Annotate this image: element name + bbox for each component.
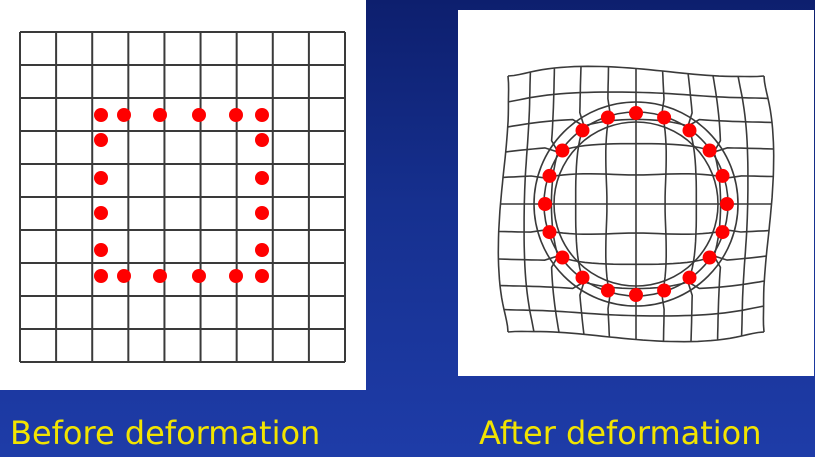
marker-dot bbox=[601, 284, 615, 298]
marker-dot bbox=[683, 123, 697, 137]
marker-dot bbox=[716, 225, 730, 239]
marker-dot bbox=[117, 108, 131, 122]
marker-dot bbox=[629, 106, 643, 120]
marker-dot bbox=[94, 133, 108, 147]
warped-grid-line bbox=[688, 74, 696, 342]
marker-dot bbox=[94, 206, 108, 220]
marker-dot bbox=[94, 108, 108, 122]
before-deformation-caption: Before deformation bbox=[10, 413, 320, 453]
marker-dot bbox=[683, 271, 697, 285]
marker-dot bbox=[94, 171, 108, 185]
after-deformation-panel bbox=[458, 10, 814, 376]
marker-dot bbox=[153, 269, 167, 283]
marker-dot bbox=[657, 111, 671, 125]
marker-dot bbox=[657, 284, 671, 298]
marker-dot bbox=[629, 288, 643, 302]
marker-dot bbox=[720, 197, 734, 211]
warped-grid-line bbox=[713, 76, 721, 340]
marker-dot bbox=[538, 197, 552, 211]
marker-dot bbox=[255, 269, 269, 283]
marker-dot bbox=[716, 169, 730, 183]
after-deformation-caption: After deformation bbox=[479, 413, 762, 453]
marker-dot bbox=[255, 108, 269, 122]
marker-dot bbox=[543, 169, 557, 183]
marker-dot bbox=[576, 271, 590, 285]
marker-dot bbox=[192, 269, 206, 283]
deformed-grid bbox=[458, 10, 814, 376]
marker-dot bbox=[703, 251, 717, 265]
warped-grid-line bbox=[524, 72, 534, 332]
warped-grid-line bbox=[508, 119, 772, 127]
warped-grid-line bbox=[504, 306, 764, 316]
marker-dot bbox=[255, 243, 269, 257]
marker-dot bbox=[94, 269, 108, 283]
marker-dot bbox=[229, 108, 243, 122]
warped-grid-line bbox=[551, 68, 559, 332]
marker-dot bbox=[192, 108, 206, 122]
warped-grid-line bbox=[576, 66, 584, 334]
warped-grid-line bbox=[738, 76, 748, 336]
marker-dot bbox=[255, 171, 269, 185]
marker-dot bbox=[255, 133, 269, 147]
marker-dot bbox=[94, 243, 108, 257]
warped-grid-line bbox=[506, 144, 774, 152]
warped-grid-line bbox=[498, 256, 766, 264]
marker-dot bbox=[576, 123, 590, 137]
marker-dot bbox=[153, 108, 167, 122]
marker-dot bbox=[601, 111, 615, 125]
marker-dot bbox=[543, 225, 557, 239]
marker-dot bbox=[555, 251, 569, 265]
marker-dot bbox=[703, 144, 717, 158]
marker-dot bbox=[255, 206, 269, 220]
warped-grid-line bbox=[508, 92, 768, 102]
before-deformation-panel bbox=[0, 0, 366, 390]
warped-grid-line bbox=[500, 281, 764, 289]
marker-dot bbox=[555, 144, 569, 158]
marker-dot bbox=[117, 269, 131, 283]
marker-dot bbox=[229, 269, 243, 283]
undeformed-grid bbox=[0, 0, 366, 390]
